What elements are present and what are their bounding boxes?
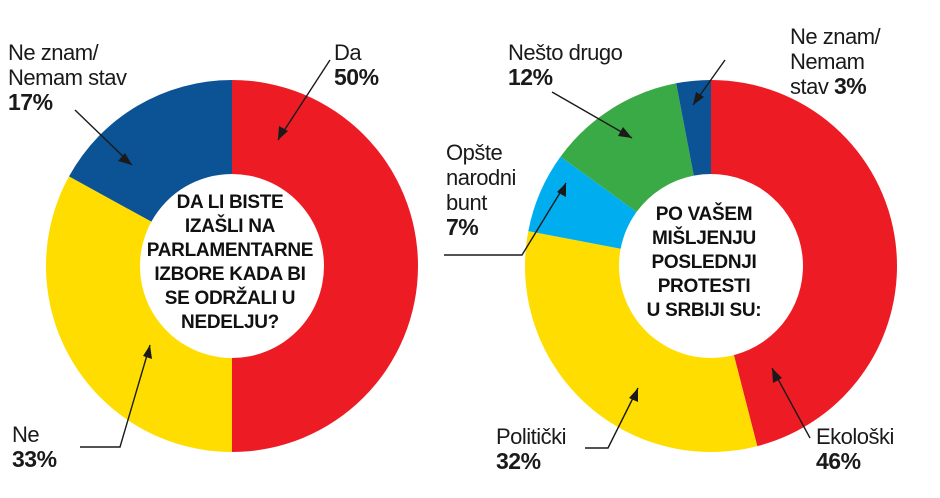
donut-slice-politi-ki — [524, 231, 758, 453]
center-line: IZAŠLI NA — [184, 216, 276, 237]
label-text: Ne — [12, 422, 40, 447]
slice-label-politicki: Politički 32% — [496, 424, 567, 474]
value-label: 17% — [8, 89, 53, 115]
slice-label-ekoloski: Ekološki 46% — [816, 424, 894, 474]
label-text: bunt — [446, 190, 487, 215]
slice-label-ne-znam-2: Ne znam/ Nemam stav 3% — [790, 24, 881, 99]
label-text: Nemam stav — [8, 65, 127, 90]
donut-slice-ne-to-drugo — [560, 83, 694, 212]
pointer-ne-znam-1 — [74, 109, 133, 166]
center-line: DA LI BISTE — [176, 192, 284, 213]
center-line: SE ODRŽALI U — [164, 288, 296, 309]
value-label: 33% — [12, 446, 57, 472]
value-label: 3% — [833, 73, 867, 99]
value-label: 46% — [816, 448, 861, 474]
donut-slice-da — [232, 80, 418, 452]
donut-center-text-elections: DA LI BISTE IZAŠLI NA PARLAMENTARNE IZBO… — [140, 191, 320, 335]
label-text: Da — [334, 40, 362, 65]
label-text: Nešto drugo — [508, 40, 623, 65]
arrowhead-nesto-drugo — [618, 127, 632, 138]
arrowhead-opste — [557, 183, 566, 197]
arrowhead-ne-znam-1 — [118, 153, 132, 165]
value-label: 12% — [508, 64, 553, 90]
label-text: stav — [790, 74, 829, 99]
pointer-da — [277, 59, 331, 141]
label-pointers — [74, 59, 811, 449]
label-text: Ne znam/ — [790, 24, 881, 49]
arrowhead-ne-znam-2 — [693, 92, 704, 105]
center-line: PO VAŠEM — [655, 204, 753, 225]
value-label: 32% — [496, 448, 541, 474]
slice-label-opste: Opšte narodni bunt 7% — [446, 140, 516, 240]
center-line: U SRBIJI SU: — [646, 300, 762, 321]
center-line: POSLEDNJI — [651, 252, 757, 273]
slice-label-ne: Ne 33% — [12, 422, 57, 472]
donut-chart-protests — [524, 80, 897, 453]
center-line: IZBORE KADA BI — [154, 264, 306, 285]
donut-slice-ne-znam-nemam-stav — [676, 80, 711, 176]
center-line: MIŠLJENJU — [652, 228, 756, 249]
label-text: Ne znam/ — [8, 40, 99, 65]
donut-slice-ekolo-ki — [711, 80, 897, 447]
slice-label-nesto-drugo: Nešto drugo 12% — [508, 40, 623, 90]
slice-label-da: Da 50% — [334, 40, 379, 90]
label-text: Opšte — [446, 140, 503, 165]
center-line: PROTESTI — [657, 276, 751, 297]
pointer-nesto-drugo — [551, 91, 633, 139]
pointer-ne — [80, 344, 151, 448]
label-text: Ekološki — [816, 424, 894, 449]
pointer-opste — [444, 182, 567, 256]
arrowhead-da — [278, 126, 288, 140]
donut-slice-op-te-narodni-bunt — [528, 156, 637, 249]
donut-slice-ne-znam-nemam-stav — [69, 80, 232, 222]
value-label: 50% — [334, 64, 379, 90]
pointer-arrowheads — [118, 92, 782, 402]
label-text: Politički — [496, 424, 567, 449]
donut-slice-ne — [45, 176, 232, 453]
label-text: Nemam — [790, 49, 865, 74]
slice-label-ne-znam-1: Ne znam/ Nemam stav 17% — [8, 40, 127, 115]
label-text: narodni — [446, 165, 516, 190]
arrowhead-ne — [143, 345, 152, 359]
center-line: NEDELJU? — [181, 312, 279, 333]
arrowhead-politicki — [629, 388, 638, 402]
arrowhead-ekoloski — [772, 368, 782, 383]
center-line: PARLAMENTARNE — [146, 240, 314, 261]
donut-chart-elections — [45, 80, 418, 453]
donut-center-text-protests: PO VAŠEM MIŠLJENJU POSLEDNJI PROTESTI U … — [624, 203, 784, 323]
pointer-politicki — [585, 387, 639, 449]
value-label: 7% — [446, 214, 479, 240]
